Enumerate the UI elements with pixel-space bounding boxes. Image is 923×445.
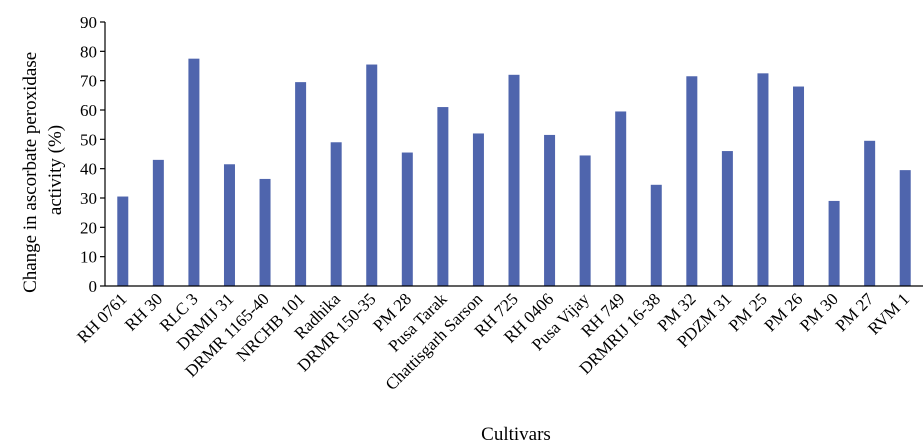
- x-tick-label: PM 25: [725, 289, 771, 335]
- y-tick-label: 10: [80, 248, 97, 267]
- bar: [401, 152, 413, 286]
- x-tick-label: PM 30: [796, 289, 842, 335]
- x-tick-label: PM 26: [761, 289, 807, 335]
- bar: [223, 164, 235, 286]
- bar: [366, 64, 378, 287]
- bar: [686, 76, 698, 287]
- bars: [117, 58, 911, 287]
- y-tick-label: 80: [80, 42, 97, 61]
- x-tick-label: RH 30: [121, 289, 166, 334]
- bar: [615, 111, 627, 286]
- bar: [864, 140, 876, 286]
- x-tick-label: RVM 1: [864, 289, 913, 338]
- bar: [757, 73, 769, 286]
- y-tick-label: 90: [80, 13, 97, 32]
- y-axis-title-line-2: activity (%): [45, 125, 66, 215]
- bar: [152, 159, 164, 286]
- bar: [472, 133, 484, 286]
- y-tick-label: 20: [80, 218, 97, 237]
- bar: [508, 74, 520, 286]
- bar: [721, 151, 733, 286]
- y-axis-title: Change in ascorbate peroxidase activity …: [20, 47, 66, 293]
- bar: [650, 184, 662, 286]
- y-tick-label: 0: [89, 277, 98, 296]
- bar: [828, 200, 840, 286]
- y-tick-label: 60: [80, 101, 97, 120]
- bar: [259, 178, 271, 286]
- bar: [899, 170, 911, 286]
- bar: [579, 155, 591, 286]
- bar: [117, 196, 129, 286]
- y-tick-label: 70: [80, 72, 97, 91]
- x-tick-label: RH 0761: [73, 289, 130, 346]
- bar: [330, 142, 342, 286]
- bar: [544, 134, 556, 286]
- y-axis-title-line-1: Change in ascorbate peroxidase: [20, 52, 41, 293]
- bar: [295, 82, 307, 286]
- y-axis-ticks: 0 10 20 30 40 50 60 70 80 90: [80, 13, 105, 296]
- bar: [188, 58, 200, 286]
- bar: [437, 107, 449, 286]
- y-tick-label: 40: [80, 160, 97, 179]
- y-tick-label: 30: [80, 189, 97, 208]
- y-tick-label: 50: [80, 130, 97, 149]
- bar: [793, 86, 805, 287]
- x-axis-title: Cultivars: [481, 424, 551, 445]
